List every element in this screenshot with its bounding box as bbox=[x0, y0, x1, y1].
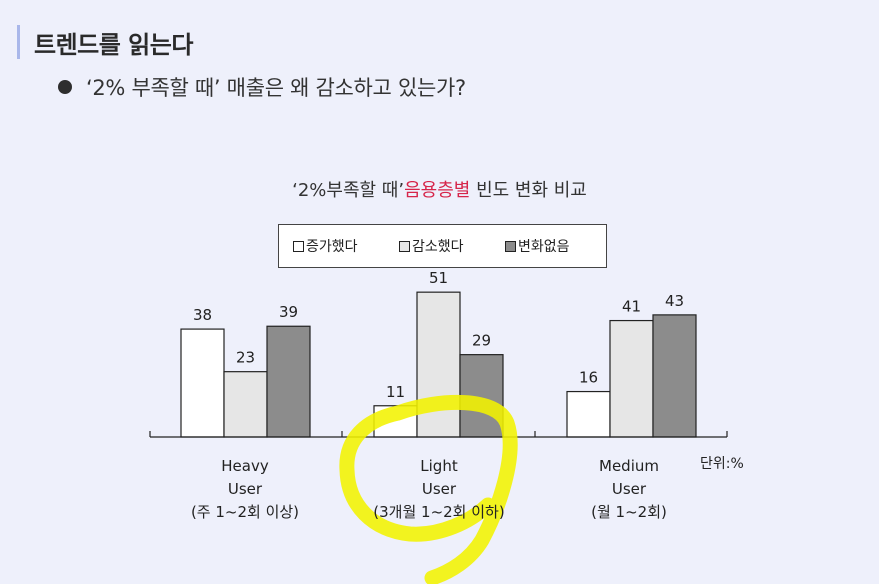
data-label-medium-2: 43 bbox=[665, 292, 684, 310]
data-label-medium-1: 41 bbox=[622, 298, 641, 316]
bar-medium-2 bbox=[652, 314, 697, 438]
category-label-line: User bbox=[611, 480, 647, 498]
chart-title: ‘2%부족할 때’음용층별 빈도 변화 비교 bbox=[0, 176, 879, 202]
bullet-icon bbox=[58, 80, 72, 94]
legend-label-increase: 증가했다 bbox=[306, 239, 358, 255]
bullet-line: ‘2% 부족할 때’ 매출은 왜 감소하고 있는가? bbox=[58, 72, 466, 102]
category-label-line: (월 1~2회) bbox=[591, 503, 667, 521]
data-label-light-1: 51 bbox=[429, 269, 448, 287]
data-label-heavy-2: 39 bbox=[279, 303, 298, 321]
bar-heavy-2 bbox=[266, 325, 311, 438]
legend-item-nochange: 변화없음 bbox=[505, 236, 570, 256]
chart-title-part-1: ‘2%부족할 때’ bbox=[292, 180, 405, 201]
page-title: 트렌드를 읽는다 bbox=[34, 30, 193, 59]
category-label-line: Heavy bbox=[221, 457, 269, 475]
legend-swatch-decrease bbox=[399, 240, 410, 252]
bar-light-1 bbox=[416, 291, 461, 438]
chart-title-part-3: 빈도 변화 비교 bbox=[470, 180, 587, 201]
legend-label-decrease: 감소했다 bbox=[412, 239, 464, 255]
category-label-line: (주 1~2회 이상) bbox=[190, 503, 300, 521]
data-label-heavy-1: 23 bbox=[236, 349, 255, 367]
category-label-line: User bbox=[227, 480, 263, 498]
heading-accent-bar bbox=[17, 25, 20, 59]
legend-swatch-nochange bbox=[505, 240, 516, 252]
category-label-line: Light bbox=[420, 457, 458, 475]
data-label-heavy-0: 38 bbox=[193, 306, 212, 324]
category-label-line: (3개월 1~2회 이하) bbox=[373, 503, 505, 521]
bar-medium-0 bbox=[566, 390, 611, 438]
bullet-text: ‘2% 부족할 때’ 매출은 왜 감소하고 있는가? bbox=[86, 76, 466, 100]
category-label-light: Light User (3개월 1~2회 이하) bbox=[359, 455, 519, 524]
legend-item-decrease: 감소했다 bbox=[399, 236, 464, 256]
category-label-heavy: Heavy User (주 1~2회 이상) bbox=[165, 455, 325, 524]
category-label-line: Medium bbox=[599, 457, 659, 475]
legend-swatch-increase bbox=[293, 240, 304, 252]
chart-title-highlight: 음용층별 bbox=[404, 180, 471, 201]
heading: 트렌드를 읽는다 bbox=[17, 25, 193, 59]
chart-legend: 증가했다 감소했다 변화없음 bbox=[278, 224, 607, 268]
highlight-scribble bbox=[339, 394, 518, 584]
category-label-line: User bbox=[421, 480, 457, 498]
bar-heavy-0 bbox=[180, 328, 225, 438]
unit-label: 단위:% bbox=[700, 456, 744, 472]
bar-heavy-1 bbox=[223, 371, 268, 438]
category-label-medium: Medium User (월 1~2회) bbox=[549, 455, 709, 524]
data-label-light-2: 29 bbox=[472, 332, 491, 350]
bar-medium-1 bbox=[609, 319, 654, 438]
legend-label-nochange: 변화없음 bbox=[518, 239, 570, 255]
data-label-medium-0: 16 bbox=[579, 369, 598, 387]
data-label-light-0: 11 bbox=[386, 383, 405, 401]
legend-item-increase: 증가했다 bbox=[293, 236, 358, 256]
